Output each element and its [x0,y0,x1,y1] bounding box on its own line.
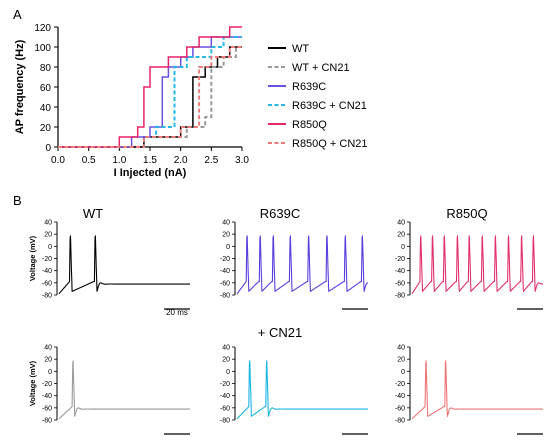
row-title-cn21: + CN21 [258,325,302,340]
voltage-trace-r850q [411,235,544,295]
trace-y-tick-label: -40 [395,393,405,400]
voltage-traces-panel: WT R639C R850Q + CN21 40 20 0 -20 -40 -60 -80 4… [28,206,544,435]
legend-label: R850Q + CN21 [292,138,368,150]
trace-y-tick-label: 0 [226,244,230,251]
panel-a-label: A [13,7,22,22]
column-title-r639c: R639C [260,206,300,221]
x-axis-title: I Injected (nA) [114,167,187,179]
trace-y-tick-label: -20 [395,381,405,388]
trace-y-tick-label: -20 [220,256,230,263]
trace-y-tick-label: -40 [220,393,230,400]
y-tick-label: 120 [34,23,51,34]
chart-legend: WT WT + CN21 R639C R639C + CN21 R850Q R850Q +… [268,43,368,150]
legend-label: WT + CN21 [292,62,350,74]
y-tick-label: 40 [40,103,52,114]
trace-y-tick-label: 0 [226,369,230,376]
panel-b-label: B [13,193,22,208]
y-tick-label: 20 [40,123,52,134]
trace-y-tick-label: 20 [397,357,405,364]
trace-y-tick-label: 40 [397,220,405,227]
trace-y-tick-label: -80 [220,293,230,300]
x-tick-label: 1.5 [143,155,157,166]
trace-y-tick-label: -60 [42,280,52,287]
trace-y-tick-label: -80 [220,418,230,425]
trace-y-tick-label: 20 [222,357,230,364]
column-title-r850q: R850Q [446,206,487,221]
trace-y-tick-label: -60 [220,405,230,412]
trace-y-tick-label: -40 [42,268,52,275]
trace-y-tick-label: 20 [222,232,230,239]
trace-y-tick-label: -20 [42,381,52,388]
scale-bar-label: 20 ms [166,308,188,317]
y-axis-title: AP frequency (Hz) [14,39,26,134]
voltage-trace-r639c [236,235,369,295]
x-tick-label: 0.0 [51,155,65,166]
trace-y-tick-label: -60 [220,280,230,287]
trace-y-tick-label: 20 [44,232,52,239]
trace-y-tick-label: -80 [395,293,405,300]
x-tick-label: 3.0 [235,155,249,166]
trace-y-tick-label: -40 [42,393,52,400]
x-tick-label: 2.0 [174,155,188,166]
x-tick-label: 1.0 [112,155,126,166]
voltage-trace-r639c-cn21 [236,360,369,420]
trace-y-tick-label: 0 [401,244,405,251]
series-line-r850q [58,26,242,148]
trace-y-tick-label: 20 [44,357,52,364]
legend-label: R639C + CN21 [292,100,367,112]
trace-y-tick-label: -20 [42,256,52,263]
trace-y-tick-label: -60 [395,280,405,287]
series-line-r639c-cn21 [58,36,242,148]
voltage-trace-r850q-cn21 [411,360,544,420]
column-title-wt: WT [83,206,103,221]
x-tick-label: 0.5 [82,155,96,166]
trace-y-tick-label: 40 [397,345,405,352]
trace-y-tick-label: 0 [48,244,52,251]
y-tick-label: 80 [40,63,52,74]
trace-y-tick-label: -80 [42,293,52,300]
series-line-r639c [58,36,242,148]
trace-y-tick-label: -40 [395,268,405,275]
trace-y-tick-label: -40 [220,268,230,275]
series-line-r850q-cn21 [58,46,242,148]
trace-y-tick-label: 0 [401,369,405,376]
trace-y-axis-title: Voltage (mV) [28,235,37,281]
y-tick-label: 0 [45,143,51,154]
trace-y-tick-label: 20 [397,232,405,239]
voltage-trace-wt [58,235,191,295]
trace-y-tick-label: -20 [220,381,230,388]
trace-y-tick-label: -80 [42,418,52,425]
voltage-trace-wt-cn21 [58,360,191,420]
legend-label: WT [292,43,309,55]
trace-y-axis-title: Voltage (mV) [28,360,37,406]
legend-label: R850Q [292,119,327,131]
trace-y-tick-label: 40 [222,345,230,352]
legend-label: R639C [292,81,326,93]
trace-y-tick-label: 40 [222,220,230,227]
y-tick-label: 60 [40,83,52,94]
trace-y-tick-label: 40 [44,345,52,352]
trace-y-tick-label: -20 [395,256,405,263]
trace-y-tick-label: 0 [48,369,52,376]
trace-y-tick-label: -80 [395,418,405,425]
frequency-current-chart: 0 20 40 60 80 100 120 0.0 0.5 1.0 1.5 2.0 2.5 3.0 I In… [14,23,249,179]
y-tick-label: 100 [34,43,51,54]
trace-y-tick-label: -60 [42,405,52,412]
x-tick-label: 2.5 [204,155,218,166]
trace-y-tick-label: -60 [395,405,405,412]
trace-y-tick-label: 40 [44,220,52,227]
